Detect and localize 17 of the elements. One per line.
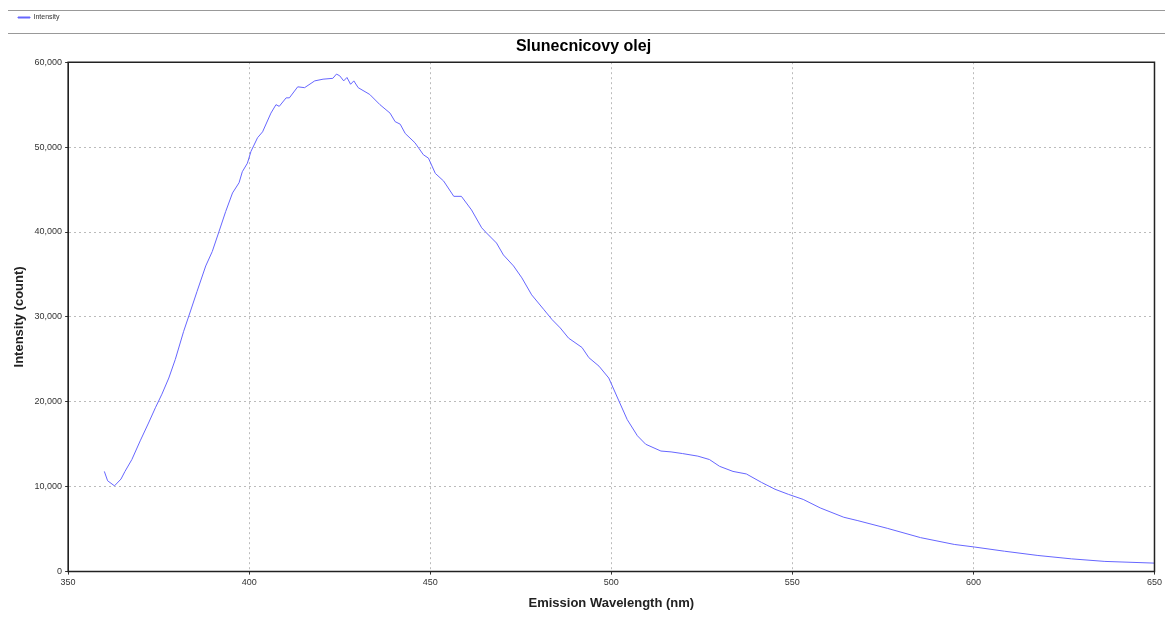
- x-axis-title: Emission Wavelength (nm): [528, 594, 695, 610]
- x-tick-label: 350: [60, 577, 76, 588]
- y-tick-label: 60,000: [34, 56, 63, 67]
- y-tick-label: 40,000: [34, 226, 63, 237]
- y-tick-label: 30,000: [34, 311, 63, 322]
- x-tick-label: 500: [603, 577, 619, 588]
- y-axis-title: Intensity (count): [11, 266, 27, 368]
- x-tick-label: 550: [784, 577, 800, 588]
- y-tick-label: 50,000: [34, 141, 63, 152]
- x-tick-label: 400: [241, 577, 257, 588]
- y-tick-label: 10,000: [34, 481, 63, 492]
- y-tick-label: 20,000: [34, 396, 63, 407]
- x-tick-label: 600: [965, 577, 981, 588]
- y-tick-label: 0: [57, 566, 63, 577]
- x-tick-label: 450: [422, 577, 438, 588]
- chart-title: Slunecnicovy olej: [515, 37, 652, 55]
- x-tick-label: 650: [1146, 577, 1163, 588]
